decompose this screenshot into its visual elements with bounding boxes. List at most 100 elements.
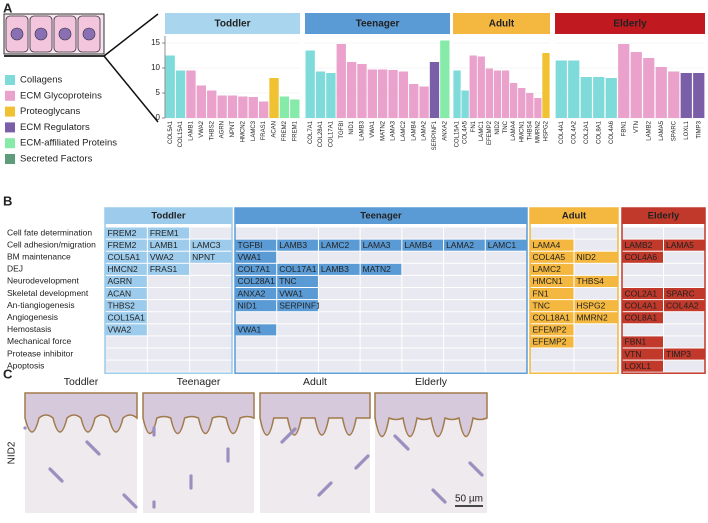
nucleus: [293, 427, 297, 431]
table-cell: [402, 324, 444, 336]
gene-label: LAMC3: [192, 240, 221, 250]
table-cell: [318, 312, 360, 324]
bar: [680, 73, 692, 118]
x-tick-label: LAMA3: [391, 120, 397, 140]
table-cell: [190, 251, 232, 263]
table-cell: [318, 239, 360, 251]
table-cell: [402, 227, 444, 239]
gene-label: THBS4: [577, 276, 605, 286]
bar: [367, 69, 377, 118]
table-cell: [574, 360, 618, 372]
epidermis: [142, 392, 255, 435]
bar: [175, 70, 186, 118]
gene-label: LAMB3: [321, 264, 349, 274]
x-tick-label: AGRN: [220, 121, 226, 138]
table-cell: [235, 312, 277, 324]
facet-title: Adult: [489, 19, 515, 30]
table-cell: [105, 288, 147, 300]
table-cell: [318, 288, 360, 300]
table-cell: [105, 300, 147, 312]
table-cell: [444, 360, 485, 372]
gene-label: LAMA5: [666, 240, 694, 250]
x-tick-label: ACAN: [272, 121, 278, 138]
table-cell: [485, 288, 527, 300]
gene-label: FREM2: [108, 240, 137, 250]
table-cell: [402, 312, 444, 324]
table-cell: [235, 300, 277, 312]
bar: [469, 55, 477, 118]
gene-label: VWA1: [238, 252, 262, 262]
legend-label: Proteoglycans: [20, 106, 80, 117]
facet-title: Toddler: [215, 19, 251, 30]
gene-label: HSPG2: [577, 300, 606, 310]
gene-label: LAMB1: [150, 240, 178, 250]
table-cell: [664, 288, 705, 300]
table-cell: [622, 360, 663, 372]
table-cell: [190, 227, 232, 239]
x-tick-label: FREM1: [292, 120, 298, 141]
row-label: Neurodevelopment: [7, 276, 79, 286]
gene-label: EFEMP2: [533, 337, 567, 347]
group-title: Toddler: [151, 211, 185, 222]
table-cell: [444, 324, 485, 336]
bar: [419, 86, 429, 118]
table-cell: [444, 251, 485, 263]
table-cell: [318, 263, 360, 275]
epidermis: [259, 392, 371, 436]
gene-label: FBN1: [625, 337, 647, 347]
gene-label: AGRN: [108, 276, 133, 286]
table-cell: [277, 227, 318, 239]
histology-image: [142, 392, 255, 513]
panel-letter: B: [3, 193, 12, 208]
table-cell: [485, 239, 527, 251]
x-tick-label: FN1: [471, 120, 477, 132]
row-label: Protease inhibitor: [7, 348, 73, 358]
table-cell: [402, 348, 444, 360]
x-tick-label: MATN2: [380, 120, 386, 141]
table-cell: [235, 348, 277, 360]
gene-label: VWA2: [150, 252, 174, 262]
x-tick-label: LAMA2: [422, 120, 428, 140]
bar: [346, 62, 357, 118]
group-border: [104, 207, 233, 374]
table-cell: [190, 275, 232, 287]
table-cell: [574, 300, 618, 312]
gene-label: HMCN1: [533, 276, 563, 286]
gene-label: NID1: [238, 300, 258, 310]
table-cell: [105, 251, 147, 263]
x-tick-label: LAMC1: [479, 120, 485, 141]
epidermis: [374, 392, 488, 438]
table-cell: [318, 324, 360, 336]
gene-label: ACAN: [108, 288, 132, 298]
table-cell: [485, 227, 527, 239]
table-cell: [485, 324, 527, 336]
bar: [398, 71, 409, 118]
table-cell: [444, 263, 485, 275]
table-cell: [530, 227, 574, 239]
x-tick-label: TGFBI: [339, 121, 345, 139]
bar: [165, 55, 175, 118]
table-cell: [235, 324, 277, 336]
gene-label: FN1: [533, 288, 549, 298]
x-tick-label: LAMC3: [251, 120, 257, 141]
gene-label: LAMB3: [279, 240, 307, 250]
row-label: Cell fate determination: [7, 227, 92, 237]
table-cell: [622, 239, 663, 251]
table-cell: [622, 227, 663, 239]
bar: [290, 99, 300, 118]
x-tick-label: COL5A1: [168, 120, 174, 144]
gene-label: ANXA2: [238, 288, 266, 298]
table-cell: [360, 227, 402, 239]
table-cell: [664, 275, 705, 287]
gene-label: NPNT: [192, 252, 215, 262]
table-cell: [105, 312, 147, 324]
bar: [542, 53, 550, 118]
nucleus: [468, 461, 472, 465]
cell-illustration: [3, 13, 159, 123]
table-cell: [360, 360, 402, 372]
gene-label: COL7A1: [238, 264, 271, 274]
gene-label: COL8A1: [625, 313, 658, 323]
table-cell: [277, 263, 318, 275]
x-tick-label: NID1: [349, 120, 355, 134]
gene-label: FREM2: [108, 228, 137, 238]
